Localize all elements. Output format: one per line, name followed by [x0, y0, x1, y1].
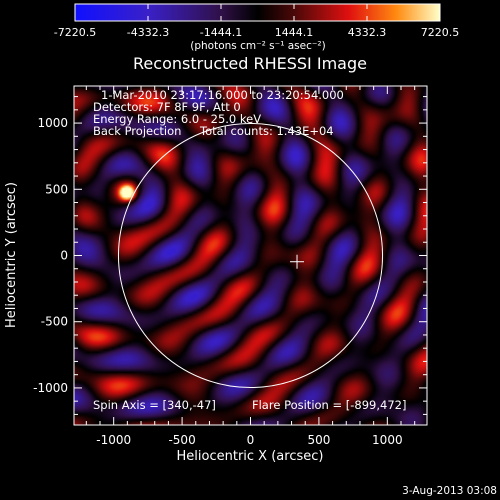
spin-axis-cross-marker — [290, 254, 305, 269]
chart-title: Reconstructed RHESSI Image — [133, 54, 367, 73]
annotation-flare-position: Flare Position = [-899,472] — [252, 398, 406, 412]
solar-disk-outline — [117, 122, 384, 389]
y-tick-label: 1000 — [37, 116, 68, 130]
annotation-spin-axis: Spin Axis = [340,-47] — [93, 398, 216, 412]
colorbar-tick-label: 4332.3 — [348, 26, 387, 39]
y-tick-label: 500 — [45, 182, 68, 196]
colorbar-tick-label: 1444.1 — [275, 26, 314, 39]
colorbar-tick-label: -1444.1 — [200, 26, 242, 39]
x-axis-label: Heliocentric X (arcsec) — [177, 449, 324, 464]
y-tick-label: 0 — [60, 249, 68, 263]
colorbar-tick-label: 7220.5 — [421, 26, 460, 39]
y-tick-label: -1000 — [33, 381, 68, 395]
colorbar-tick-label: -7220.5 — [54, 26, 96, 39]
colorbar-ticks: -7220.5 -4332.3 -1444.1 1444.1 4332.3 7220.5 — [54, 4, 459, 39]
annotation-total-counts: Total counts: 1.43E+04 — [199, 124, 334, 138]
x-tick-label: 0 — [247, 433, 255, 447]
annotation-method: Back Projection — [93, 124, 181, 138]
colorbar-tick-label: -4332.3 — [127, 26, 169, 39]
y-axis-label: Heliocentric Y (arcsec) — [4, 182, 19, 328]
x-tick-label: 500 — [307, 433, 330, 447]
annotation-detectors: Detectors: 7F 8F 9F, Att 0 — [93, 100, 241, 114]
annotation-energy-range: Energy Range: 6.0 - 25.0 keV — [93, 112, 261, 126]
x-tick-label: 1000 — [372, 433, 403, 447]
colorbar — [74, 3, 441, 22]
x-tick-label: -500 — [168, 433, 195, 447]
axis-ticks: -1000 -500 0 500 1000 -1000 -500 0 500 1000 — [33, 86, 427, 447]
y-tick-label: -500 — [41, 315, 68, 329]
heatmap-image — [74, 86, 427, 425]
annotation-time-range: 1-Mar-2010 23:17:16.000 to 23:20:54.000 — [101, 88, 344, 102]
x-tick-label: -1000 — [96, 433, 131, 447]
plot-timestamp: 3-Aug-2013 03:08 — [402, 485, 497, 497]
colorbar-unit-label: (photons cm⁻² s⁻¹ asec⁻²) — [190, 40, 325, 52]
